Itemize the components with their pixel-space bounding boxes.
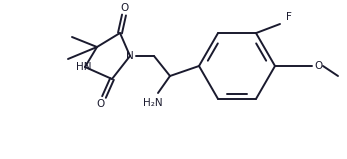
Text: O: O — [121, 3, 129, 13]
Text: H₂N: H₂N — [143, 98, 163, 108]
Text: O: O — [315, 61, 323, 71]
Text: HN: HN — [76, 62, 92, 72]
Text: O: O — [97, 99, 105, 109]
Text: F: F — [286, 12, 292, 22]
Text: N: N — [126, 51, 134, 61]
